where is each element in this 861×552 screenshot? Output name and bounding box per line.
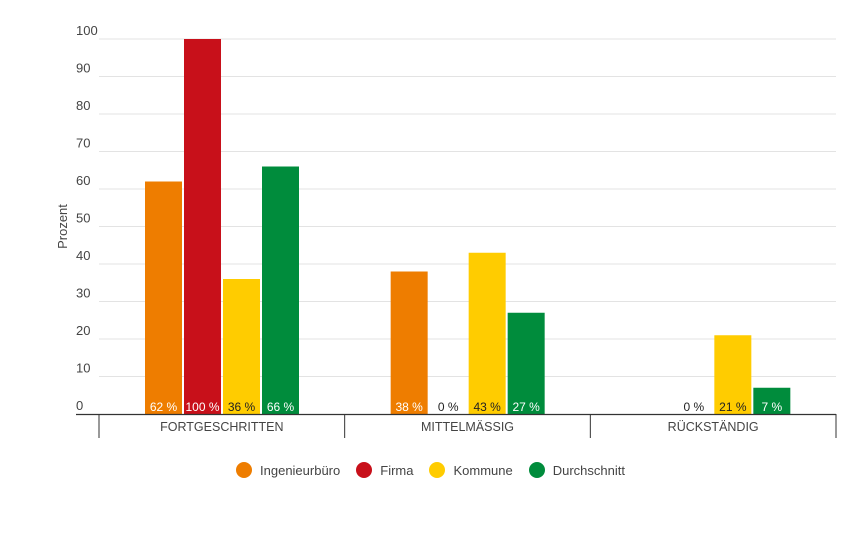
legend-label: Durchschnitt (552, 462, 625, 478)
y-tick-label: 0 (76, 398, 83, 413)
data-label: 0 % (438, 400, 459, 414)
bar (753, 387, 791, 414)
legend-label: Kommune (453, 462, 513, 478)
data-label: 7 % (761, 400, 782, 414)
data-label: 66 % (267, 400, 295, 414)
legend-item: Firma (356, 462, 413, 478)
legend-swatch (429, 462, 446, 478)
legend-item: Ingenieurbüro (236, 462, 340, 478)
y-tick-label: 20 (76, 323, 90, 338)
legend-label: Ingenieurbüro (260, 462, 341, 478)
bar (184, 39, 221, 414)
bar (223, 279, 260, 414)
bar (507, 312, 545, 414)
legend-label: Firma (380, 462, 414, 478)
y-tick-label: 100 (76, 23, 98, 38)
data-label: 0 % (683, 400, 704, 414)
legend-item: Durchschnitt (528, 462, 625, 478)
data-label: 43 % (473, 400, 501, 414)
y-tick-label: 40 (76, 248, 90, 263)
data-label: 100 % (185, 400, 219, 414)
data-label: 38 % (395, 400, 423, 414)
legend-swatch (528, 462, 545, 478)
category-label: RÜCKSTÄNDIG (668, 420, 759, 434)
bar (714, 335, 752, 414)
legend-swatch (356, 462, 373, 478)
data-label: 62 % (150, 400, 178, 414)
data-label: 21 % (719, 400, 747, 414)
y-tick-label: 50 (76, 211, 90, 226)
category-label: FORTGESCHRITTEN (160, 420, 283, 434)
bar (390, 271, 428, 414)
y-tick-label: 30 (76, 286, 90, 301)
legend: Ingenieurbüro Firma Kommune Durchschnitt (0, 462, 861, 478)
legend-swatch (236, 462, 253, 478)
bar (145, 181, 182, 414)
data-label: 36 % (228, 400, 256, 414)
y-tick-label: 60 (76, 173, 90, 188)
y-tick-label: 10 (76, 361, 90, 376)
y-axis-label: Prozent (55, 204, 70, 249)
bar (262, 166, 299, 414)
bar (468, 252, 506, 414)
data-label: 27 % (512, 400, 540, 414)
legend-item: Kommune (429, 462, 513, 478)
category-label: MITTELMÄSSIG (421, 420, 514, 434)
y-tick-label: 80 (76, 98, 90, 113)
y-tick-label: 70 (76, 136, 90, 151)
y-tick-label: 90 (76, 61, 90, 76)
